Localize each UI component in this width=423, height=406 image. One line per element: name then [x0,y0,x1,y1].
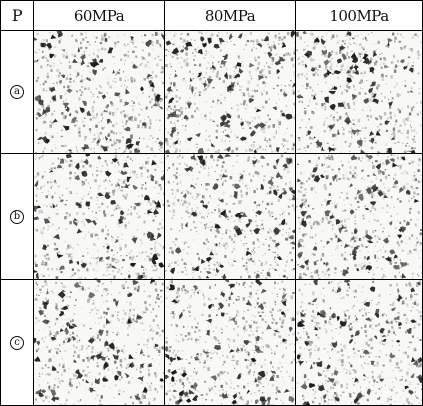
micrograph-a-100mpa [296,31,422,154]
header-corner-p: P [1,1,34,31]
micrograph-texture [296,154,422,279]
row-label-b-cell: b [1,154,34,280]
micrograph-texture [34,280,164,405]
header-col-80mpa: 80MPa [165,1,296,31]
row-label-a: a [10,85,24,99]
micrograph-b-80mpa [165,154,296,280]
micrograph-texture [296,31,422,153]
row-label-a-cell: a [1,31,34,154]
row-label-c-cell: c [1,280,34,405]
row-label-b: b [10,209,24,224]
header-col-100mpa: 100MPa [296,1,422,31]
micrograph-c-60mpa [34,280,165,405]
micrograph-c-100mpa [296,280,422,405]
micrograph-texture [34,154,164,279]
micrograph-a-80mpa [165,31,296,154]
micrograph-texture [34,31,164,153]
micrograph-b-100mpa [296,154,422,280]
micrograph-texture [165,31,295,153]
micrograph-b-60mpa [34,154,165,280]
row-label-c: c [10,335,24,350]
header-col-60mpa: 60MPa [34,1,165,31]
micrograph-texture [165,154,295,279]
micrograph-a-60mpa [34,31,165,154]
micrograph-texture [296,280,422,405]
micrograph-c-80mpa [165,280,296,405]
micrograph-texture [165,280,295,405]
